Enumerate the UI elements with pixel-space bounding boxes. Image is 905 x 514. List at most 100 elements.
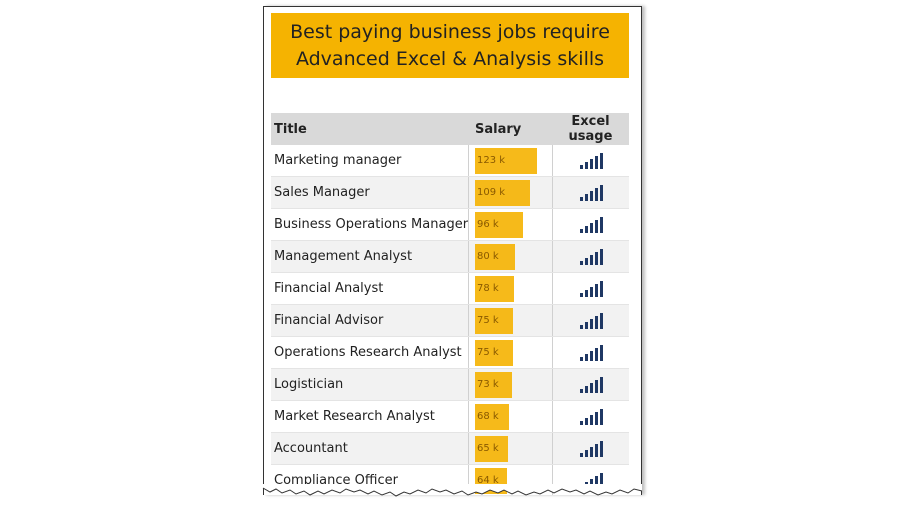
table-row: Operations Research Analyst 75 k [271, 337, 629, 369]
signal-bars-icon [579, 248, 603, 265]
signal-bar [579, 388, 583, 393]
signal-bar [589, 478, 593, 489]
signal-bars-icon [579, 152, 603, 169]
signal-bar [599, 408, 603, 425]
signal-bar [589, 222, 593, 233]
signal-bar [584, 449, 588, 457]
salary-label: 73 k [477, 379, 499, 390]
excel-usage-cell [552, 433, 629, 464]
salary-label: 96 k [477, 219, 499, 230]
salary-cell: 75 k [468, 337, 552, 368]
excel-usage-cell [552, 209, 629, 240]
salary-label: 75 k [477, 315, 499, 326]
salary-label: 65 k [477, 443, 499, 454]
signal-bar [579, 324, 583, 329]
header-excel-usage: Excel usage [568, 114, 613, 144]
excel-usage-cell [552, 145, 629, 176]
salary-cell: 96 k [468, 209, 552, 240]
signal-bar [589, 382, 593, 393]
salary-bar [475, 436, 508, 462]
signal-bar [594, 443, 598, 457]
signal-bar [584, 161, 588, 169]
excel-usage-cell [552, 273, 629, 304]
salary-cell: 109 k [468, 177, 552, 208]
banner: Best paying business jobs require Advanc… [271, 13, 629, 78]
salary-label: 123 k [477, 155, 506, 166]
excel-usage-cell [552, 305, 629, 336]
signal-bar [584, 225, 588, 233]
signal-bar [599, 152, 603, 169]
table-header: Title Salary Excel usage [271, 113, 629, 145]
signal-bar [584, 257, 588, 265]
job-title: Financial Analyst [274, 281, 384, 296]
salary-bar [475, 180, 530, 206]
job-title: Management Analyst [274, 249, 413, 264]
salary-cell: 123 k [468, 145, 552, 176]
signal-bar [589, 190, 593, 201]
excel-usage-cell [552, 337, 629, 368]
infographic-card: Best paying business jobs require Advanc… [263, 6, 642, 495]
salary-bar [475, 372, 512, 398]
signal-bar [599, 184, 603, 201]
signal-bar [584, 385, 588, 393]
table-body: Marketing manager 123 k Sales Manager 109 k… [271, 145, 629, 495]
signal-bars-icon [579, 280, 603, 297]
salary-label: 64 k [477, 475, 499, 486]
salary-bar [475, 244, 515, 270]
salary-cell: 78 k [468, 273, 552, 304]
signal-bars-icon [579, 440, 603, 457]
table-row: Business Operations Manager 96 k [271, 209, 629, 241]
signal-bar [599, 440, 603, 457]
banner-line-2: Advanced Excel & Analysis skills [295, 47, 605, 70]
table-row: Financial Analyst 78 k [271, 273, 629, 305]
job-title: Sales Manager [274, 185, 370, 200]
excel-usage-cell [552, 401, 629, 432]
signal-bar [599, 312, 603, 329]
excel-usage-cell [552, 241, 629, 272]
signal-bar [594, 283, 598, 297]
signal-bar [584, 417, 588, 425]
signal-bar [599, 280, 603, 297]
signal-bar [594, 379, 598, 393]
signal-bar [594, 475, 598, 489]
signal-bars-icon [579, 184, 603, 201]
header-salary: Salary [475, 121, 522, 137]
signal-bar [594, 411, 598, 425]
signal-bar [584, 289, 588, 297]
signal-bar [579, 292, 583, 297]
signal-bar [579, 420, 583, 425]
salary-table: Title Salary Excel usage Marketing manag… [271, 113, 629, 495]
salary-label: 75 k [477, 347, 499, 358]
table-row: Management Analyst 80 k [271, 241, 629, 273]
excel-usage-cell [552, 177, 629, 208]
salary-cell: 75 k [468, 305, 552, 336]
signal-bar [584, 193, 588, 201]
salary-label: 80 k [477, 251, 499, 262]
table-row: Sales Manager 109 k [271, 177, 629, 209]
banner-line-1: Best paying business jobs require [290, 20, 610, 43]
salary-cell: 68 k [468, 401, 552, 432]
salary-label: 68 k [477, 411, 499, 422]
table-row: Financial Advisor 75 k [271, 305, 629, 337]
signal-bar [599, 472, 603, 489]
signal-bar [594, 187, 598, 201]
signal-bar [579, 164, 583, 169]
table-row: Accountant 65 k [271, 433, 629, 465]
signal-bar [589, 318, 593, 329]
job-title: Logistician [274, 377, 344, 392]
job-title: Business Operations Manager [274, 217, 469, 232]
job-title: Financial Advisor [274, 313, 384, 328]
salary-bar [475, 404, 509, 430]
signal-bar [589, 446, 593, 457]
signal-bar [579, 356, 583, 361]
salary-bar [475, 340, 513, 366]
signal-bars-icon [579, 312, 603, 329]
salary-cell: 65 k [468, 433, 552, 464]
signal-bar [589, 414, 593, 425]
job-title: Accountant [274, 441, 348, 456]
signal-bar [579, 260, 583, 265]
signal-bar [589, 158, 593, 169]
signal-bar [594, 347, 598, 361]
signal-bar [599, 216, 603, 233]
salary-cell: 80 k [468, 241, 552, 272]
